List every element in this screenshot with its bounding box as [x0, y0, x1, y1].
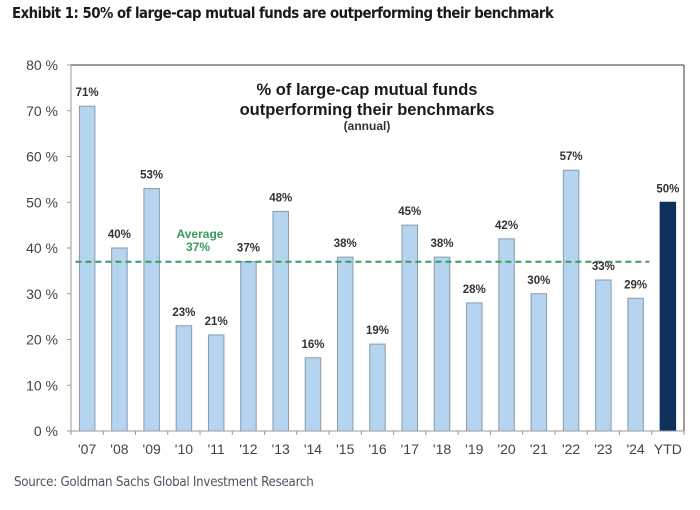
bar: [272, 210, 289, 432]
y-tick-label: 60 %: [26, 149, 58, 165]
x-tick-label: '15: [336, 441, 354, 457]
data-label: 37%: [237, 243, 260, 255]
bar: [627, 297, 644, 432]
data-label: 16%: [301, 339, 324, 351]
bar: [207, 334, 225, 432]
x-tick-label: '10: [175, 441, 193, 457]
data-label: 50%: [656, 183, 679, 195]
y-tick-label: 80 %: [26, 57, 58, 73]
x-tick-label: '09: [143, 441, 161, 457]
x-tick-label: '21: [530, 441, 548, 457]
bar-highlight: [659, 201, 677, 432]
bar: [433, 256, 451, 432]
y-tick-label: 0 %: [34, 423, 58, 439]
data-label: 45%: [398, 206, 421, 218]
bar: [498, 238, 515, 432]
bar-chart: 0 % 10 % 20 % 30 % 40 % 50 % 60 % 70 % 80 % 71% 4…: [26, 57, 685, 457]
bar: [111, 247, 128, 432]
bar: [175, 325, 193, 432]
data-label: 57%: [560, 151, 583, 163]
y-tick-label: 10 %: [26, 377, 58, 393]
x-tick-label: '24: [626, 441, 644, 457]
data-label: 33%: [592, 261, 615, 273]
x-tick-label: '23: [594, 441, 612, 457]
y-tick-label: 20 %: [26, 332, 58, 348]
data-label: 29%: [624, 279, 647, 291]
y-tick-label: 40 %: [26, 240, 58, 256]
bar: [336, 256, 354, 432]
source-note: Source: Goldman Sachs Global Investment …: [14, 474, 314, 490]
data-label: 42%: [495, 220, 518, 232]
bar: [78, 105, 96, 432]
data-label: 21%: [205, 316, 228, 328]
x-tick-label: '16: [368, 441, 386, 457]
bar: [143, 188, 160, 432]
bar: [369, 343, 386, 432]
chart-title-line-1: % of large-cap mutual funds: [257, 81, 478, 99]
data-label: 19%: [366, 325, 389, 337]
y-tick-label: 30 %: [26, 286, 58, 302]
x-tick-label: '19: [465, 441, 483, 457]
bar: [562, 169, 580, 432]
x-tick-label: '13: [272, 441, 290, 457]
data-label: 40%: [108, 229, 131, 241]
chart-title-line-2: outperforming their benchmarks: [240, 101, 495, 119]
bar: [530, 293, 548, 432]
exhibit-title: Exhibit 1: 50% of large-cap mutual funds…: [12, 4, 554, 22]
x-tick-label: '14: [304, 441, 322, 457]
data-label: 28%: [463, 284, 486, 296]
x-tick-label: '12: [239, 441, 257, 457]
x-tick-label: '17: [401, 441, 419, 457]
data-label: 48%: [269, 192, 292, 204]
x-tick-label: '22: [562, 441, 580, 457]
data-label: 53%: [140, 170, 163, 182]
x-tick-label: '08: [110, 441, 128, 457]
x-tick-label: '18: [433, 441, 451, 457]
data-label: 38%: [334, 238, 357, 250]
x-tick-label: '20: [497, 441, 515, 457]
average-label-line-2: 37%: [186, 240, 210, 254]
data-label: 23%: [172, 307, 195, 319]
average-label-line-1: Average: [177, 227, 224, 241]
y-tick-label: 70 %: [26, 103, 58, 119]
data-label: 30%: [527, 275, 550, 287]
bar: [240, 261, 257, 432]
x-tick-label: '07: [78, 441, 96, 457]
bar: [595, 279, 612, 432]
data-label: 71%: [76, 87, 99, 99]
y-tick-label: 50 %: [26, 194, 58, 210]
data-label: 38%: [431, 238, 454, 250]
bar: [401, 224, 419, 432]
x-tick-label: '11: [208, 441, 225, 457]
chart-subtitle: (annual): [344, 119, 391, 133]
x-tick-label: YTD: [654, 441, 682, 457]
bar: [304, 357, 322, 432]
bar: [466, 302, 483, 432]
